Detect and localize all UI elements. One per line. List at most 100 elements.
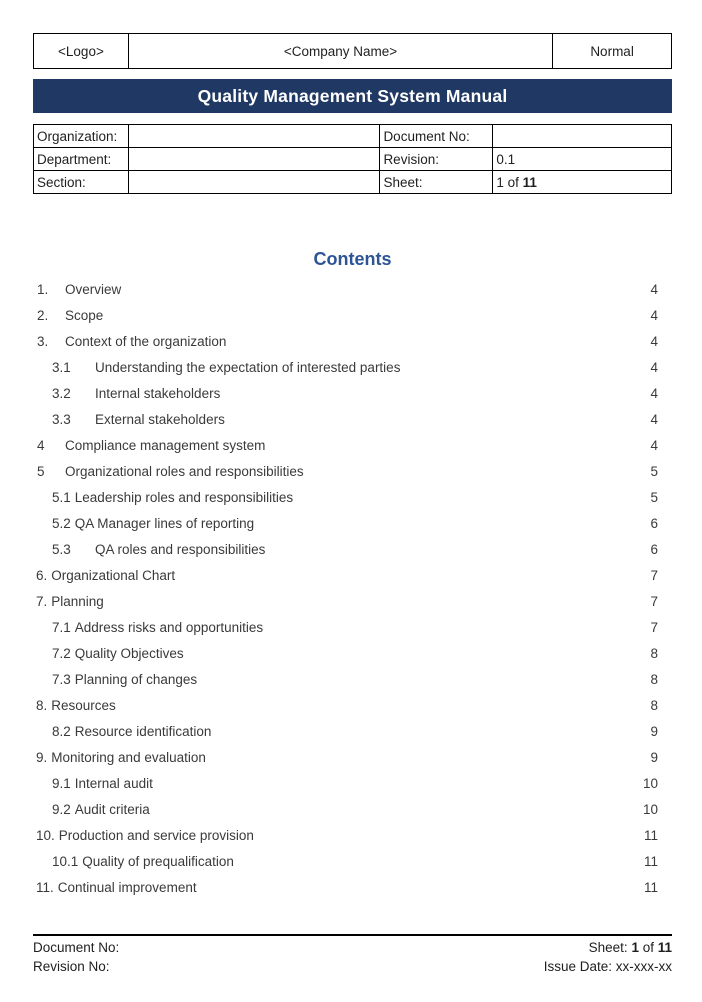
logo-placeholder: <Logo> (33, 33, 129, 69)
toc-entry-label: Context of the organization (65, 333, 227, 349)
sheet-value-total: 11 (522, 174, 537, 190)
footer-sheet-total: 11 (657, 940, 672, 955)
toc-entry-label: Address risks and opportunities (74, 619, 264, 635)
toc-entry-text: 6. Organizational Chart (36, 568, 175, 583)
toc-entry-number: 7. (36, 593, 48, 609)
footer-right: Sheet: 1 of 11 Issue Date: xx-xxx-xx (544, 938, 672, 976)
toc-entry-page: 7 (650, 567, 658, 583)
toc-entry: 8. Resources 8 (33, 692, 672, 718)
footer-revision-no: Revision No: (33, 959, 110, 974)
toc-entry-text: 4 Compliance management system (37, 438, 265, 453)
toc-entry-label: Monitoring and evaluation (51, 749, 206, 765)
toc-entry-text: 10.1 Quality of prequalification (52, 854, 234, 869)
toc-entry: 5.2 QA Manager lines of reporting 6 (33, 510, 672, 536)
footer-issue-date: Issue Date: xx-xxx-xx (543, 959, 672, 974)
toc-entry-page: 4 (650, 437, 658, 453)
toc-entry-text: 3.3 External stakeholders (52, 412, 225, 427)
toc-entry-text: 7. Planning (36, 594, 104, 609)
toc-entry-number: 4 (37, 437, 45, 453)
toc-entry-page: 10 (642, 775, 658, 791)
toc-entry-label: Organizational Chart (51, 567, 176, 583)
toc-entry-text: 11. Continual improvement (36, 880, 197, 895)
toc-entry-text: 1. Overview (37, 282, 121, 297)
toc-entry-label: Planning (51, 593, 104, 609)
toc-entry-number: 3. (37, 333, 49, 349)
sheet-value-prefix: 1 of (496, 174, 523, 190)
footer-document-no: Document No: (33, 940, 120, 955)
revision-value: 0.1 (492, 147, 672, 171)
toc-entry: 3.2 Internal stakeholders 4 (33, 380, 672, 406)
document-info-table: Organization: Document No: Department: R… (33, 124, 672, 194)
toc-entry-text: 2. Scope (37, 308, 103, 323)
toc-entry: 6. Organizational Chart 7 (33, 562, 672, 588)
sheet-label: Sheet: (379, 170, 494, 194)
toc-entry: 3.1 Understanding the expectation of inte… (33, 354, 672, 380)
toc-entry: 8.2 Resource identification 9 (33, 718, 672, 744)
toc-entry-number: 8. (36, 697, 48, 713)
toc-entry: 10.1 Quality of prequalification 11 (33, 848, 672, 874)
toc-entry-page: 8 (650, 697, 658, 713)
toc-entry-page: 6 (650, 541, 658, 557)
toc-entry-number: 10.1 (52, 853, 79, 869)
toc-entry: 5 Organizational roles and responsibiliti… (33, 458, 672, 484)
toc-entry-number: 9.1 (52, 775, 71, 791)
toc-entry-label: Resources (51, 697, 116, 713)
toc-entry: 2. Scope 4 (33, 302, 672, 328)
toc-entry: 10. Production and service provision 11 (33, 822, 672, 848)
toc-entry-number: 8.2 (52, 723, 71, 739)
document-page: <Logo> <Company Name> Normal Quality Man… (33, 0, 672, 900)
toc-entry-label: Overview (65, 281, 122, 297)
toc-entry-label: Internal stakeholders (95, 385, 221, 401)
company-name-placeholder: <Company Name> (127, 33, 554, 69)
toc-entry-page: 8 (650, 645, 658, 661)
toc-entry-page: 4 (650, 385, 658, 401)
toc-entry: 3.3 External stakeholders 4 (33, 406, 672, 432)
toc-entry-page: 4 (650, 281, 658, 297)
table-row: Department: Revision: 0.1 (33, 147, 672, 171)
toc-entry-number: 3.3 (52, 411, 71, 427)
table-row: Organization: Document No: (33, 124, 672, 148)
table-row: Section: Sheet: 1 of 11 (33, 170, 672, 194)
toc-entry-label: Quality of prequalification (82, 853, 234, 869)
toc-entry-text: 3.2 Internal stakeholders (52, 386, 220, 401)
toc-entry-label: Continual improvement (57, 879, 197, 895)
toc-entry: 7.2 Quality Objectives 8 (33, 640, 672, 666)
toc-entry-label: Planning of changes (74, 671, 198, 687)
toc-entry-label: Scope (65, 307, 104, 323)
toc-entry-label: Internal audit (74, 775, 153, 791)
toc-entry-page: 4 (650, 307, 658, 323)
toc-entry-number: 5.3 (52, 541, 71, 557)
toc-entry-page: 11 (643, 879, 658, 895)
toc-entry-label: Leadership roles and responsibilities (74, 489, 294, 505)
section-label: Section: (33, 170, 129, 194)
toc-entry-page: 9 (650, 749, 658, 765)
page-footer: Document No: Revision No: Sheet: 1 of 11… (33, 934, 672, 976)
toc-entry-number: 7.1 (52, 619, 71, 635)
footer-sheet-current: 1 (631, 940, 639, 955)
footer-left: Document No: Revision No: (33, 938, 119, 976)
toc-entry-page: 4 (650, 359, 658, 375)
department-label: Department: (33, 147, 129, 171)
toc-entry-text: 3.1 Understanding the expectation of inte… (52, 360, 400, 375)
toc-entry-text: 9.2 Audit criteria (52, 802, 150, 817)
toc-entry-text: 9. Monitoring and evaluation (36, 750, 206, 765)
organization-label: Organization: (33, 124, 129, 148)
department-value (127, 147, 381, 171)
toc-entry: 1. Overview 4 (33, 276, 672, 302)
document-no-label: Document No: (379, 124, 494, 148)
toc-entry-page: 4 (650, 333, 658, 349)
toc-entry-number: 5.2 (52, 515, 71, 531)
toc-entry: 9. Monitoring and evaluation 9 (33, 744, 672, 770)
toc-entry-page: 7 (650, 593, 658, 609)
title-banner: Quality Management System Manual (33, 79, 672, 113)
document-title: Quality Management System Manual (197, 85, 508, 106)
toc-entry-label: Resource identification (74, 723, 212, 739)
toc-entry: 3. Context of the organization 4 (33, 328, 672, 354)
toc-entry-text: 8.2 Resource identification (52, 724, 211, 739)
toc-entry-page: 4 (650, 411, 658, 427)
toc-entry-page: 9 (650, 723, 658, 739)
toc-entry-number: 3.1 (52, 359, 71, 375)
sheet-value: 1 of 11 (492, 170, 672, 194)
toc-entry-text: 7.2 Quality Objectives (52, 646, 184, 661)
toc-entry-page: 5 (650, 489, 658, 505)
